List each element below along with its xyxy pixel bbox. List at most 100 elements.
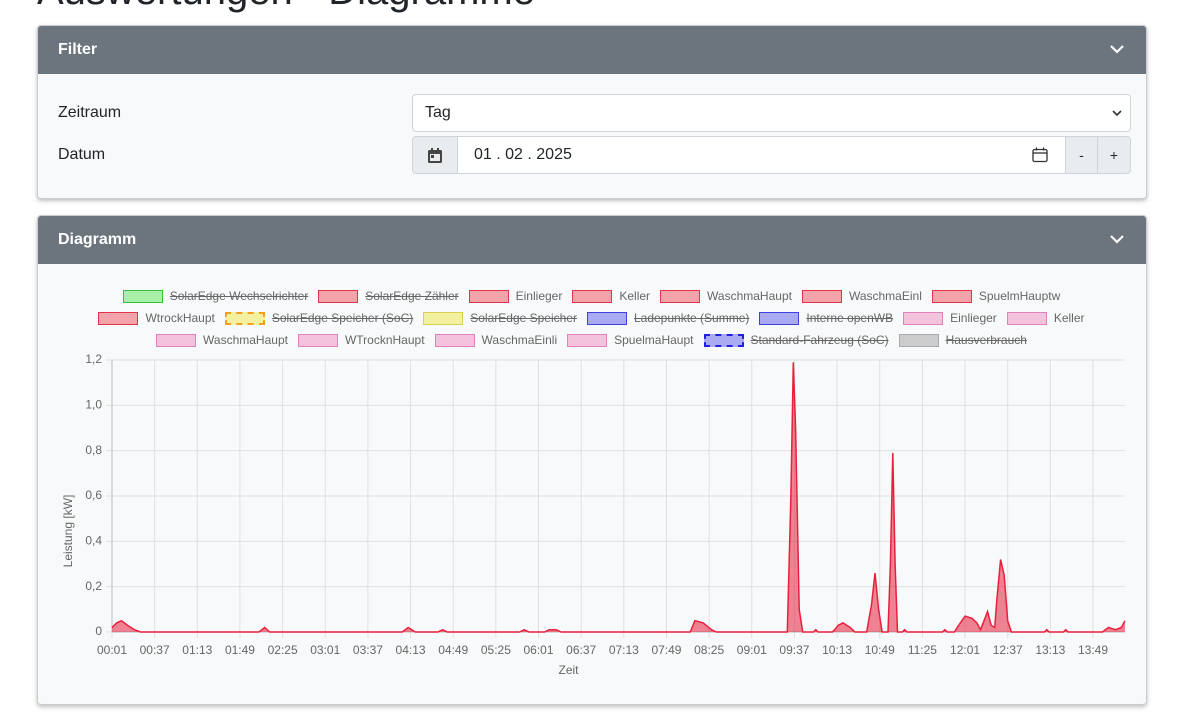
legend-swatch bbox=[898, 333, 939, 347]
legend-swatch bbox=[586, 311, 627, 325]
legend-label: SpuelmaHaupt bbox=[614, 333, 694, 347]
legend-item[interactable]: SolarEdge Speicher bbox=[423, 310, 577, 326]
legend-item[interactable]: Einlieger bbox=[903, 310, 997, 326]
x-tick-label: 09:37 bbox=[779, 643, 809, 657]
calendar-icon bbox=[428, 148, 442, 163]
legend-item[interactable]: SolarEdge Wechselrichter bbox=[122, 288, 309, 304]
legend-item[interactable]: Ladepunkte (Summe) bbox=[586, 310, 750, 326]
x-tick-label: 10:49 bbox=[865, 643, 895, 657]
legend-item[interactable]: Hausverbrauch bbox=[898, 332, 1027, 348]
legend-label: Standard-Fahrzeug (SoC) bbox=[750, 333, 889, 347]
legend-item[interactable]: SolarEdge Speicher (SoC) bbox=[224, 310, 414, 326]
line bbox=[111, 362, 1126, 633]
x-tick-label: 02:25 bbox=[268, 643, 298, 657]
legend-label: Keller bbox=[1053, 311, 1085, 325]
x-tick-label: 04:49 bbox=[438, 643, 468, 657]
legend-label: WTrocknHaupt bbox=[344, 333, 425, 347]
field-label: Datum bbox=[58, 146, 106, 163]
legend-label: Keller bbox=[619, 289, 651, 303]
x-tick-label: 06:37 bbox=[566, 643, 596, 657]
area bbox=[112, 362, 1125, 632]
legend-label: SpuelmHauptw bbox=[978, 289, 1061, 303]
legend-item[interactable]: WtrockHaupt bbox=[98, 310, 215, 326]
y-tick-label: 1,2 bbox=[85, 352, 102, 366]
x-axis-title: Zeit bbox=[558, 663, 579, 677]
date-picker-icon bbox=[1032, 147, 1048, 163]
diagram-title: Diagramm bbox=[58, 231, 137, 248]
legend-item[interactable]: SolarEdge Zähler bbox=[318, 288, 459, 304]
legend-label: WaschmaEinli bbox=[481, 333, 558, 347]
legend-label: WaschmaHaupt bbox=[707, 289, 792, 303]
legend-label: Ladepunkte (Summe) bbox=[633, 311, 750, 325]
legend-item[interactable]: WaschmaEinl bbox=[801, 288, 922, 304]
x-tick-label: 11:25 bbox=[908, 643, 937, 657]
x-tick-label: 10:13 bbox=[822, 643, 852, 657]
diagram-header[interactable]: Diagramm bbox=[38, 216, 1146, 264]
legend-swatch bbox=[703, 333, 744, 347]
legend-swatch bbox=[759, 311, 800, 325]
legend-label: Einlieger bbox=[515, 289, 563, 303]
legend-item[interactable]: SpuelmaHaupt bbox=[567, 332, 694, 348]
date-input[interactable]: 01 . 02 . 2025 bbox=[457, 136, 1066, 174]
legend-label: SolarEdge Zähler bbox=[365, 289, 459, 303]
select[interactable]: Tag bbox=[412, 94, 1131, 132]
x-tick-label: 03:01 bbox=[310, 643, 340, 657]
chevron bbox=[1110, 235, 1124, 244]
x-tick-label: 08:25 bbox=[694, 643, 724, 657]
y-axis-title: Leistung [kW] bbox=[61, 495, 75, 568]
chevron bbox=[1110, 45, 1124, 54]
legend-label: WaschmaEinl bbox=[848, 289, 922, 303]
legend-label: SolarEdge Wechselrichter bbox=[169, 289, 309, 303]
legend-item[interactable]: Keller bbox=[572, 288, 650, 304]
legend-item[interactable]: WTrocknHaupt bbox=[297, 332, 425, 348]
legend-item[interactable]: Keller bbox=[1006, 310, 1085, 326]
x-tick-label: 06:01 bbox=[524, 643, 554, 657]
legend-swatch bbox=[224, 311, 265, 325]
legend-swatch bbox=[318, 289, 359, 303]
legend: SolarEdge Wechselrichter SolarEdge Zähler… bbox=[90, 288, 1093, 348]
legend-swatch bbox=[801, 289, 842, 303]
x-tick-label: 07:49 bbox=[651, 643, 681, 657]
filter-header[interactable]: Filter bbox=[38, 26, 1146, 74]
x-tick-label: 13:13 bbox=[1035, 643, 1065, 657]
legend-swatch bbox=[423, 311, 464, 325]
legend-item[interactable]: Interne openWB bbox=[759, 310, 893, 326]
legend-item[interactable]: WaschmaHaupt bbox=[660, 288, 792, 304]
x-tick-label: 09:01 bbox=[737, 643, 767, 657]
select-value: Tag bbox=[425, 104, 451, 121]
x-tick-label: 13:49 bbox=[1078, 643, 1108, 657]
legend-swatch bbox=[98, 311, 139, 325]
x-tick-label: 12:01 bbox=[950, 643, 980, 657]
legend-item[interactable]: WaschmaHaupt bbox=[156, 332, 288, 348]
legend-item[interactable]: WaschmaEinli bbox=[434, 332, 558, 348]
legend-item[interactable]: Standard-Fahrzeug (SoC) bbox=[703, 332, 889, 348]
legend-swatch bbox=[434, 333, 475, 347]
legend-swatch bbox=[156, 333, 197, 347]
calendar-addon bbox=[412, 136, 458, 174]
legend-label: WaschmaHaupt bbox=[203, 333, 288, 347]
legend-label: Hausverbrauch bbox=[945, 333, 1027, 347]
select-arrow bbox=[1112, 110, 1122, 117]
legend-label: SolarEdge Speicher bbox=[470, 311, 577, 325]
legend-swatch bbox=[572, 289, 613, 303]
legend-swatch bbox=[931, 289, 972, 303]
x-tick-label: 01:13 bbox=[182, 643, 212, 657]
legend-item[interactable]: SpuelmHauptw bbox=[931, 288, 1061, 304]
x-tick-label: 03:37 bbox=[353, 643, 383, 657]
x-tick-label: 07:13 bbox=[609, 643, 639, 657]
increment-button[interactable]: + bbox=[1097, 136, 1131, 174]
legend-item[interactable]: Einlieger bbox=[468, 288, 563, 304]
legend-label: Interne openWB bbox=[806, 311, 894, 325]
x-tick-label: 00:01 bbox=[97, 643, 127, 657]
x-tick-label: 01:49 bbox=[225, 643, 255, 657]
legend-label: SolarEdge Speicher (SoC) bbox=[271, 311, 414, 325]
y-tick-label: 1,0 bbox=[85, 398, 102, 412]
legend-swatch bbox=[903, 311, 944, 325]
y-tick-label: 0,4 bbox=[85, 534, 102, 548]
legend-swatch bbox=[660, 289, 701, 303]
legend-swatch bbox=[1006, 311, 1047, 325]
y-tick-label: 0,6 bbox=[85, 488, 102, 502]
legend-swatch bbox=[468, 289, 509, 303]
y-tick-label: 0 bbox=[95, 624, 102, 638]
